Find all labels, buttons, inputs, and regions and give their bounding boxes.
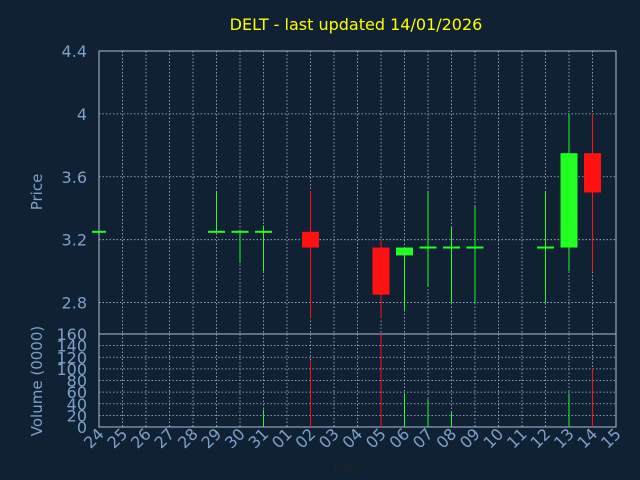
x-tick-label: 15 bbox=[597, 424, 625, 452]
volume-tick-label: 120 bbox=[56, 348, 87, 367]
price-tick-label: 4.4 bbox=[62, 42, 87, 61]
candle-body bbox=[92, 230, 106, 233]
candle-body bbox=[302, 231, 319, 248]
volume-tick-label: 160 bbox=[56, 325, 87, 344]
candle-14 bbox=[584, 113, 601, 272]
candle-body bbox=[372, 247, 390, 295]
day-axis-label: Day bbox=[333, 459, 361, 475]
candle-13 bbox=[560, 113, 578, 272]
candle-31 bbox=[255, 225, 272, 272]
price-panel: 2.8 3.2 3.6 4 4.4 bbox=[62, 42, 617, 335]
candle-body bbox=[255, 230, 272, 233]
candle-body bbox=[231, 230, 249, 233]
candle-05 bbox=[372, 239, 390, 319]
candle-body bbox=[208, 230, 225, 233]
candle-body bbox=[419, 246, 437, 249]
candle-09 bbox=[466, 206, 484, 303]
volume-tick-label: 60 bbox=[67, 383, 87, 402]
price-tick-label: 4 bbox=[77, 105, 87, 124]
volume-axis-label: Volume (0000) bbox=[28, 326, 46, 436]
candle-02 bbox=[302, 190, 319, 319]
volume-panel: 0204060801001201401602425262728293031010… bbox=[56, 325, 624, 452]
volume-tick-label: 20 bbox=[67, 406, 87, 425]
price-tick-label: 3.6 bbox=[62, 168, 87, 187]
price-tick-label: 2.8 bbox=[62, 294, 87, 313]
chart-title: DELT - last updated 14/01/2026 bbox=[230, 15, 483, 34]
volume-frame bbox=[98, 333, 617, 428]
candle-29 bbox=[208, 190, 225, 233]
candle-30 bbox=[231, 230, 249, 264]
volume-tick-label: 40 bbox=[67, 395, 87, 414]
volume-tick-label: 100 bbox=[56, 360, 87, 379]
volume-tick-label: 140 bbox=[56, 337, 87, 356]
candle-body bbox=[443, 246, 460, 249]
candle-body bbox=[537, 246, 554, 249]
price-axis-label: Price bbox=[28, 174, 46, 211]
candle-body bbox=[396, 247, 413, 256]
candle-body bbox=[584, 153, 601, 193]
candle-08 bbox=[443, 227, 460, 303]
candle-06 bbox=[396, 247, 413, 311]
candle-body bbox=[466, 246, 484, 249]
volume-tick-label: 0 bbox=[77, 418, 87, 437]
candle-24 bbox=[92, 230, 106, 233]
candle-body bbox=[560, 153, 578, 248]
candle-12 bbox=[537, 190, 554, 303]
candle-07 bbox=[419, 190, 437, 287]
volume-tick-label: 80 bbox=[67, 372, 87, 391]
price-tick-label: 3.2 bbox=[62, 231, 87, 250]
